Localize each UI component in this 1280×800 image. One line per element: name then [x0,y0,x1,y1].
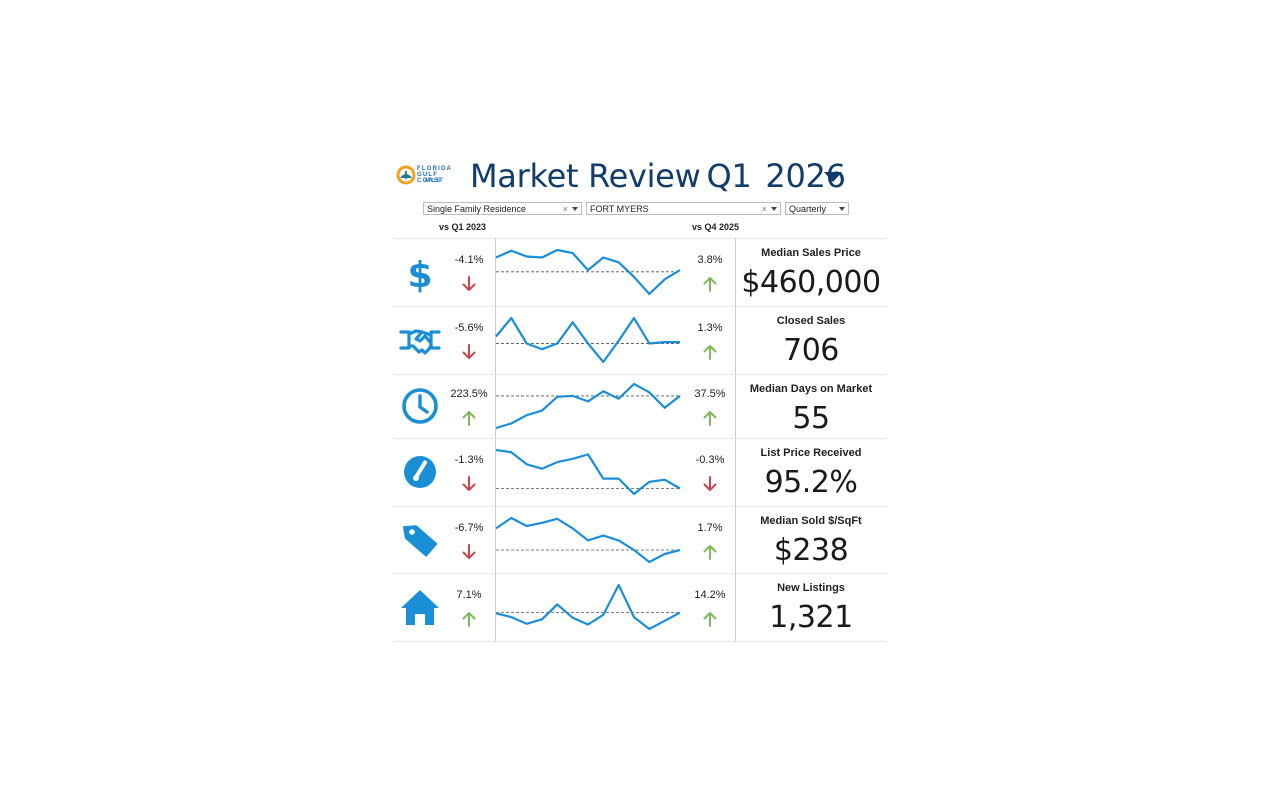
gauge-icon [404,456,436,488]
property-type-select[interactable]: Single Family Residence × [423,202,582,215]
vs-quarter-change: 3.8% [697,254,723,266]
svg-text:$: $ [407,255,432,294]
trend-sparkline [495,448,681,496]
property-type-value: Single Family Residence [427,204,527,214]
divider [394,641,886,642]
metric-label: Closed Sales [776,315,846,327]
arrow-down-icon [703,476,717,491]
trend-line [495,248,681,296]
metric-value: 55 [792,401,830,436]
city-chevron-icon[interactable] [771,207,777,211]
arrow-up-icon [703,544,717,560]
arrow-down-icon [462,344,476,359]
period-chevron-icon[interactable] [839,207,845,211]
logo-line-1: FLORIDA [417,166,453,172]
mls-logo-icon [396,165,416,185]
metric-value: 1,321 [769,600,853,635]
vs-year-change: -6.7% [454,521,484,534]
trend-line [495,382,681,430]
vs-quarter-change: 1.3% [697,322,723,334]
divider [394,374,886,375]
trend-line [495,516,681,563]
metric-row: 223.5% 37.5% Median Days on Market 55 [394,374,886,439]
trend-line [495,316,680,364]
house-icon [401,590,439,625]
trend-sparkline [495,516,681,563]
arrow-up-icon [703,612,717,627]
city-clear-icon[interactable]: × [761,204,767,214]
vs-year-change: 7.1% [456,589,482,601]
period-dropdown-caret-icon[interactable] [824,172,842,182]
arrow-up-icon [462,411,476,426]
metric-label: New Listings [777,582,845,594]
vs-year-change: 223.5% [450,388,488,400]
vs-year-change: -5.6% [454,322,484,334]
clock-icon [402,388,438,424]
vs-quarter-change: -0.3% [695,454,725,466]
divider [735,238,736,641]
trend-line [495,448,681,496]
metric-row: -6.7% 1.7% Median Sold $/SqFt $238 [394,506,886,574]
city-select[interactable]: FORT MYERS × [586,202,781,215]
trend-sparkline [495,248,681,296]
title-quarter: Q1 [706,157,752,195]
divider [394,506,886,507]
trend-sparkline [495,316,680,364]
divider [394,238,886,239]
tag-icon [403,524,438,557]
market-review-card: FLORIDA GULF COAST MLS Market Review Q1 20… [394,152,886,644]
metric-value: $238 [773,533,849,568]
trend-sparkline [495,583,681,631]
handshake-icon [399,329,441,355]
metric-value: $460,000 [741,265,881,300]
metric-label: List Price Received [760,447,862,459]
logo-line-3: MLS [425,178,442,184]
vs-year-change: -4.1% [454,254,484,266]
page-title: Market Review Q1 2026 [470,156,846,196]
property-type-chevron-icon[interactable] [572,207,578,211]
trend-sparkline [495,382,681,430]
arrow-down-icon [462,476,476,491]
arrow-down-icon [462,543,476,559]
dollar-icon: $ [407,255,432,294]
metric-value: 95.2% [764,465,858,500]
vs-quarter-change: 37.5% [694,388,726,400]
vs-quarter-change: 1.7% [697,521,723,534]
property-type-clear-icon[interactable]: × [562,204,568,214]
divider [394,306,886,307]
metric-value: 706 [783,333,839,368]
vs-quarter-label: vs Q4 2025 [692,222,740,232]
metric-label: Median Days on Market [749,383,873,395]
metric-label: Median Sold $/SqFt [760,515,862,527]
vs-year-label: vs Q1 2023 [439,222,487,232]
arrow-up-icon [462,612,476,627]
title-text: Market Review [470,157,701,195]
vs-year-change: -1.3% [454,454,484,466]
arrow-up-icon [703,277,717,292]
metric-label: Median Sales Price [761,247,861,259]
divider [495,238,496,641]
logo-line-2: GULF COAST [417,172,444,184]
vs-quarter-change: 14.2% [694,589,726,601]
metric-row: -1.3% -0.3% List Price Received 95.2% [394,438,886,507]
period-select[interactable]: Quarterly [785,202,849,215]
metric-row: $ -4.1% 3.8% Median Sales Price $460,000 [394,238,886,307]
arrow-down-icon [462,276,476,291]
period-value: Quarterly [789,204,827,214]
city-value: FORT MYERS [590,204,649,214]
mls-logo: FLORIDA GULF COAST MLS [396,165,466,185]
trend-line [495,583,681,631]
divider [394,438,886,439]
divider [394,573,886,574]
metric-row: -5.6% 1.3% Closed Sales 706 [394,306,886,375]
metric-row: 7.1% 14.2% New Listings 1,321 [394,573,886,642]
arrow-up-icon [703,411,717,426]
arrow-up-icon [703,345,717,360]
